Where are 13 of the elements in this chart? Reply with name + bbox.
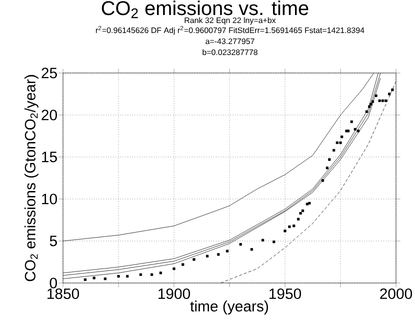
chart-title: CO$_{2}$ emissions vs. time — [102, 0, 308, 18]
x-tick-label: 2000 — [380, 288, 412, 300]
x-axis-title: time (years) — [190, 300, 268, 314]
x-tick-label: 1900 — [158, 288, 190, 300]
y-tick-label: 10 — [42, 194, 57, 204]
x-tick-label: 1950 — [270, 288, 302, 300]
y-axis-title: CO$_{2}$ emissions (GtonCO$_{2}$/year) — [24, 75, 38, 282]
y-tick-label: 5 — [50, 236, 57, 246]
y-tick-label: 20 — [42, 110, 57, 120]
y-tick-label: 25 — [42, 68, 57, 78]
x-tick-label: 1850 — [48, 288, 80, 300]
y-tick-label: 0 — [50, 278, 57, 288]
y-tick-label: 15 — [42, 152, 57, 162]
